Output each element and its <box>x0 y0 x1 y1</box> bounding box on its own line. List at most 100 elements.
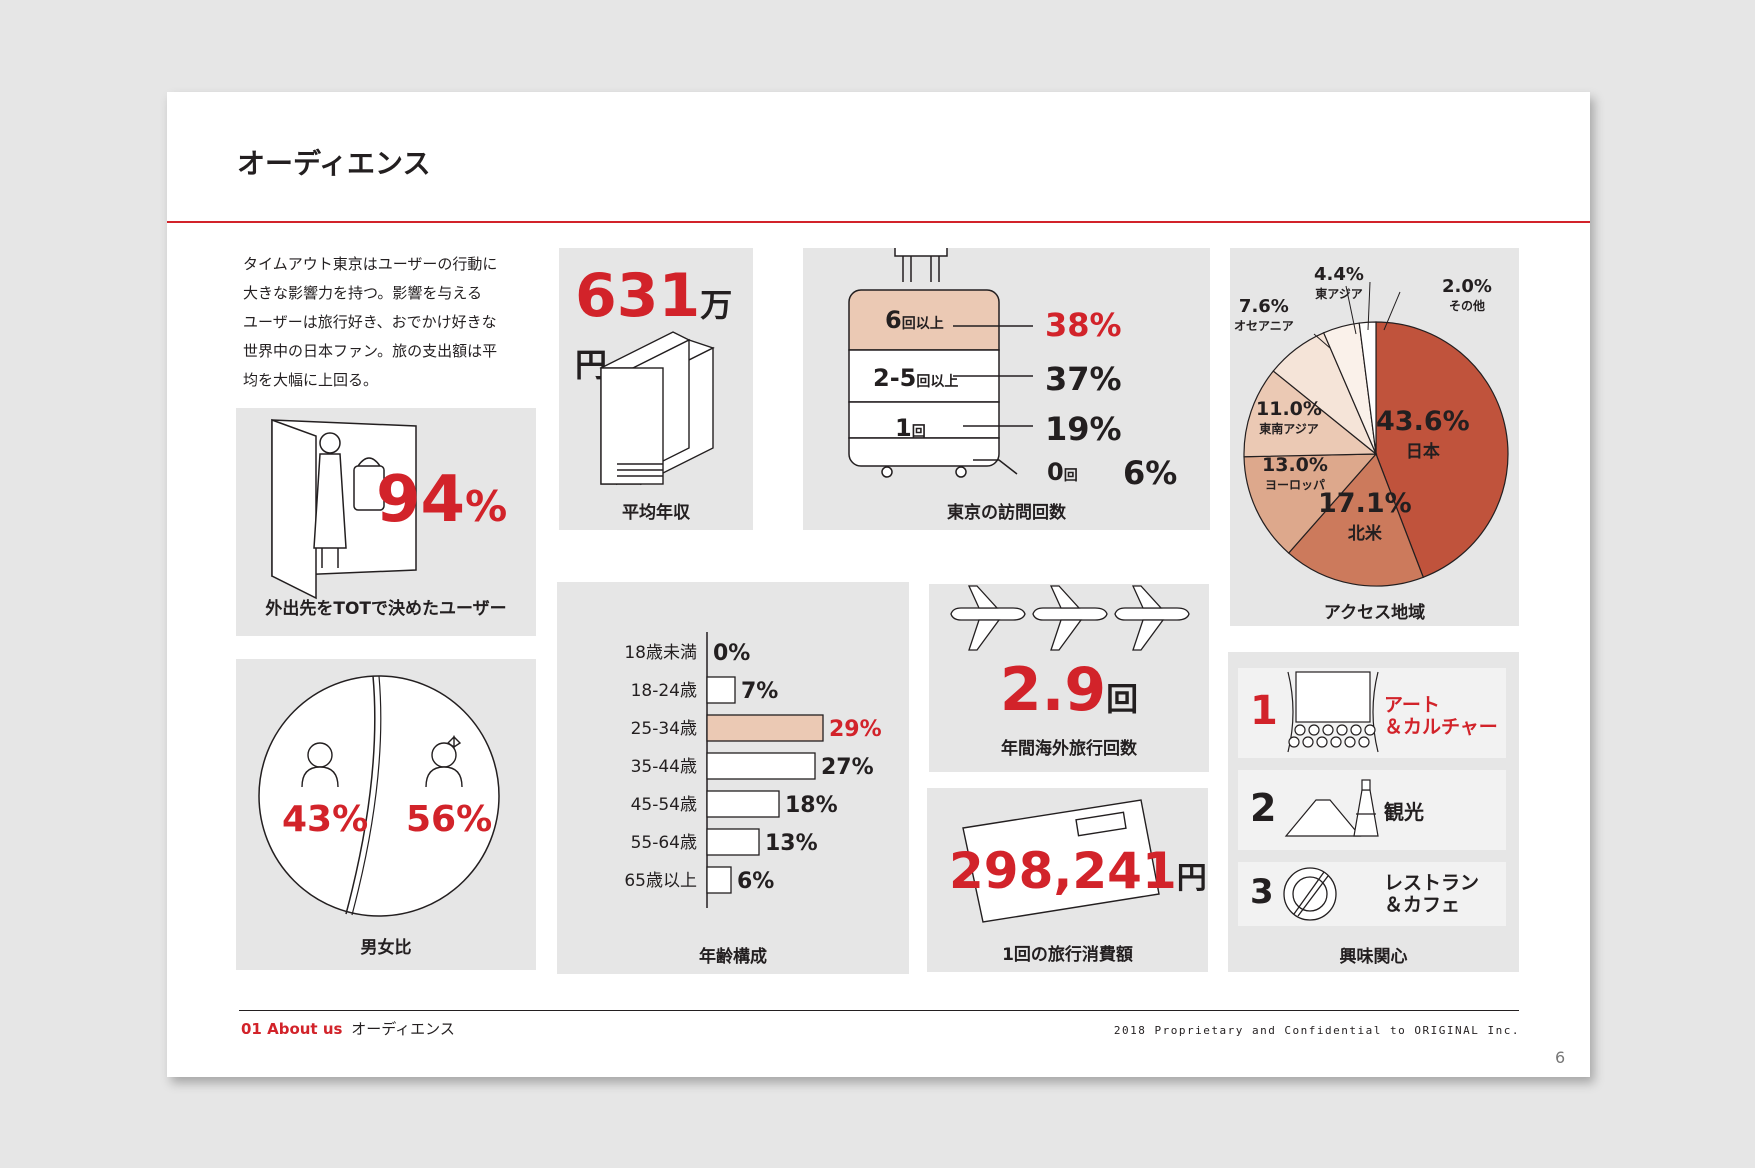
pie-region: 北米 <box>1347 524 1382 544</box>
age-bar <box>706 866 732 894</box>
document-page: オーディエンス タイムアウト東京はユーザーの行動に 大きな影響力を持つ。影響を与… <box>167 92 1590 1077</box>
tot-number: 94 <box>376 463 466 537</box>
pie-region: その他 <box>1448 299 1485 313</box>
income-caption: 平均年収 <box>622 503 690 523</box>
tot-unit: % <box>465 482 508 531</box>
pie-region: 東アジア <box>1315 287 1363 301</box>
pie-label-north-america: 17.1% 北米 <box>1318 488 1412 544</box>
visits-label: 1 <box>895 414 912 442</box>
footer-rule <box>239 1010 1519 1011</box>
interest-label: アート ＆カルチャー <box>1384 694 1498 738</box>
pie-pct: 13.0% <box>1262 454 1328 476</box>
door-person-illustration <box>271 418 417 600</box>
interest-rank: 3 <box>1250 872 1274 912</box>
intro-line: 均を大幅に上回る。 <box>243 371 379 389</box>
age-label: 18歳未満 <box>624 643 697 663</box>
age-value: 7% <box>741 679 778 704</box>
interest-line2: ＆カルチャー <box>1384 716 1498 738</box>
pie-slice <box>1243 370 1378 458</box>
visits-pct-1: 38% <box>1045 306 1122 344</box>
pie-leader-line <box>1345 285 1357 335</box>
pie-pct: 17.1% <box>1318 488 1412 519</box>
visits-label: 0 <box>1047 458 1064 486</box>
interest-label: 観光 <box>1384 796 1424 825</box>
intro-text: タイムアウト東京はユーザーの行動に 大きな影響力を持つ。影響を与える ユーザーは… <box>243 250 533 395</box>
income-value: 631万円 <box>575 266 753 386</box>
page-title: オーディエンス <box>237 147 431 180</box>
visits-unit: 回 <box>911 424 926 440</box>
tot-value: 94% <box>376 468 507 532</box>
gender-caption: 男女比 <box>360 938 412 958</box>
intro-line: タイムアウト東京はユーザーの行動に <box>243 255 498 273</box>
trips-value: 2.9回 <box>929 660 1209 720</box>
spend-number: 298,241 <box>949 842 1177 900</box>
footer-section-title: オーディエンス <box>351 1020 455 1038</box>
trips-panel: 2.9回 年間海外旅行回数 <box>929 584 1209 772</box>
interest-label: レストラン ＆カフェ <box>1384 872 1479 916</box>
trips-number: 2.9 <box>999 655 1107 725</box>
age-bar-chart: 18歳未満 0% 18-24歳 7% 25-34歳 29% 35-44歳 27% 45-54歳 1… <box>624 632 882 908</box>
pie-label-east-asia: 4.4% 東アジア <box>1314 264 1364 302</box>
intro-line: 大きな影響力を持つ。影響を与える <box>243 284 482 302</box>
pie-pct: 7.6% <box>1238 296 1289 317</box>
money-stack-illustration <box>599 331 715 486</box>
visits-label: 6 <box>885 306 902 334</box>
pie-leader-line <box>1367 281 1371 331</box>
pie-pct: 4.4% <box>1314 264 1364 285</box>
pie-label-japan: 43.6% 日本 <box>1376 406 1470 462</box>
trips-caption: 年間海外旅行回数 <box>1001 739 1137 759</box>
age-value: 18% <box>785 793 838 818</box>
interests-caption: 興味関心 <box>1339 947 1408 967</box>
page-number: 6 <box>1555 1048 1566 1067</box>
tot-panel: 94% 外出先をTOTで決めたユーザー <box>236 408 536 636</box>
intro-line: 世界中の日本ファン。旅の支出額は平 <box>243 342 498 360</box>
visits-unit: 回以上 <box>916 374 959 390</box>
airplanes-illustration <box>950 585 1190 651</box>
pie-label-europe: 13.0% ヨーロッパ <box>1262 454 1328 493</box>
pie-leader-line <box>1313 333 1331 349</box>
age-value: 6% <box>737 869 774 894</box>
interest-line1: レストラン <box>1384 872 1480 894</box>
pie-pct: 2.0% <box>1442 276 1492 297</box>
pie-label-other: 2.0% その他 <box>1442 276 1492 314</box>
age-bar <box>706 676 736 704</box>
spend-unit: 円 <box>1176 861 1207 896</box>
age-caption: 年齢構成 <box>699 947 767 967</box>
age-bar <box>706 752 816 780</box>
pie-slice <box>1375 321 1509 579</box>
visits-row-3: 1回 <box>895 414 926 442</box>
pie-leader-line <box>1383 291 1401 331</box>
pie-label-southeast-asia: 11.0% 東南アジア <box>1256 398 1322 437</box>
pie-region: ヨーロッパ <box>1264 478 1325 492</box>
pie-label-oceania: 7.6% オセアニア <box>1234 296 1294 334</box>
age-value: 27% <box>821 755 874 780</box>
male-share: 43% <box>282 799 369 840</box>
pie-pct: 11.0% <box>1256 398 1322 420</box>
visits-pct-2: 37% <box>1045 360 1122 398</box>
pie-region: オセアニア <box>1234 319 1294 333</box>
visits-unit: 回以上 <box>901 316 944 332</box>
age-bar <box>706 828 760 856</box>
age-bar <box>706 790 780 818</box>
gender-panel: 43% 56% 男女比 <box>236 659 536 970</box>
footer-section: 01 About us オーディエンス <box>241 1018 455 1039</box>
pie-slice <box>1358 321 1377 455</box>
age-label: 35-44歳 <box>631 757 697 777</box>
pie-pct: 43.6% <box>1376 406 1470 437</box>
interests-panel: 1 アート ＆カルチャー 2 <box>1228 652 1519 972</box>
age-value: 13% <box>765 831 818 856</box>
access-caption: アクセス地域 <box>1323 603 1426 623</box>
age-label: 25-34歳 <box>631 719 697 739</box>
spend-value: 298,241円 <box>949 846 1207 896</box>
visits-caption: 東京の訪問回数 <box>947 503 1066 523</box>
visits-row-2: 2-5回以上 <box>873 364 958 392</box>
income-number: 631 <box>575 261 701 331</box>
credit-card-illustration <box>962 799 1160 923</box>
visits-panel: 6回以上 2-5回以上 1回 0回 38% 37% 19% 6% 東京の訪問回数 <box>803 248 1210 530</box>
pie-region: 東南アジア <box>1259 422 1319 436</box>
spend-panel: 298,241円 1回の旅行消費額 <box>927 788 1208 972</box>
footer-section-number: 01 About us <box>241 1020 343 1038</box>
interest-rank: 1 <box>1250 688 1278 734</box>
age-panel: 18歳未満 0% 18-24歳 7% 25-34歳 29% 35-44歳 27% 45-54歳 1… <box>557 582 909 974</box>
interest-line1: 観光 <box>1384 800 1424 824</box>
